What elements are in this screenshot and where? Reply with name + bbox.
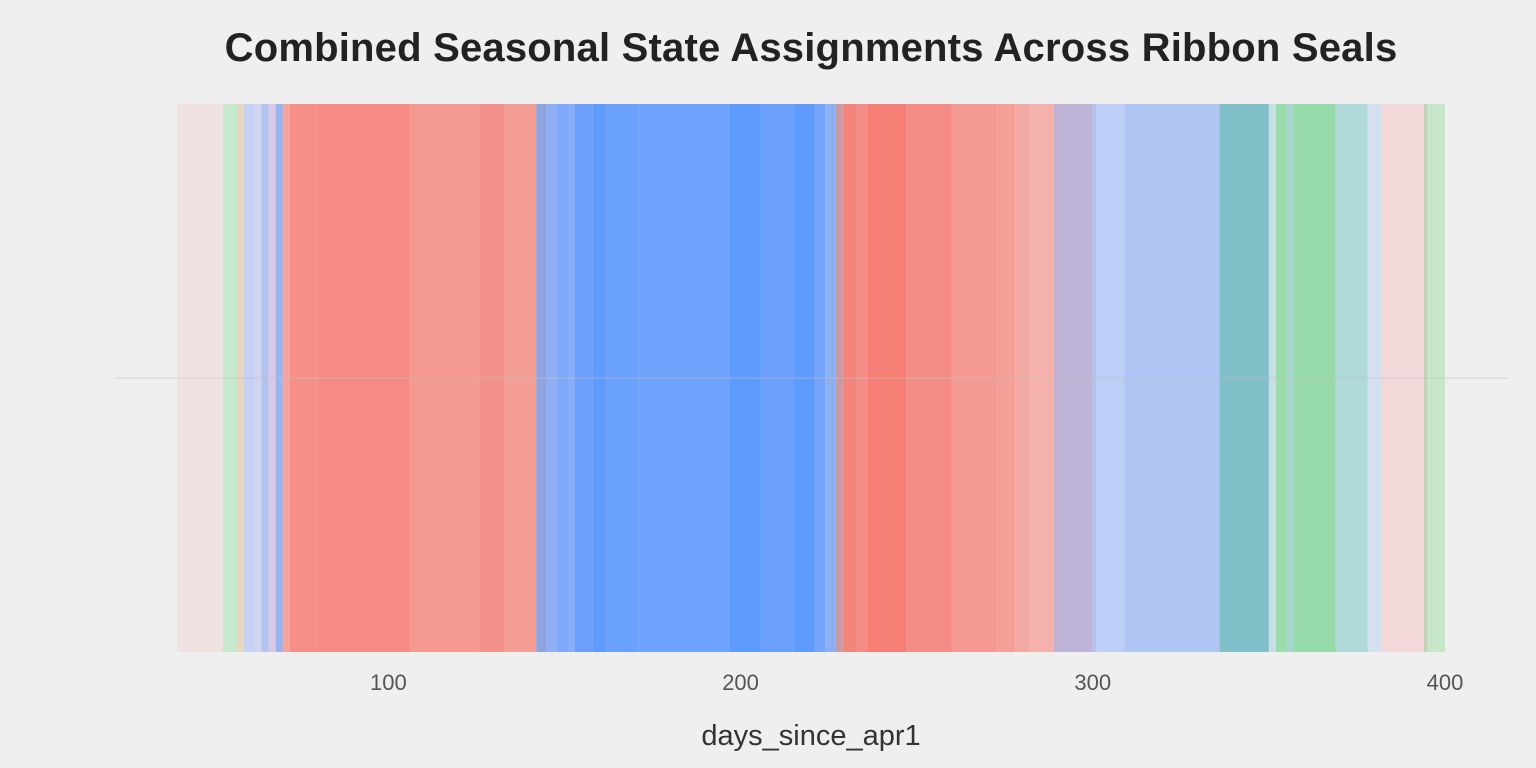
- x-tick-label-200: 200: [722, 670, 759, 695]
- x-tick-label-100: 100: [370, 670, 407, 695]
- x-tick-label-400: 400: [1427, 670, 1464, 695]
- ticks-layer: 100 200 300 400: [370, 670, 1463, 695]
- x-axis-label: days_since_apr1: [701, 720, 921, 752]
- x-tick-label-300: 300: [1074, 670, 1111, 695]
- chart-title: Combined Seasonal State Assignments Acro…: [224, 26, 1398, 70]
